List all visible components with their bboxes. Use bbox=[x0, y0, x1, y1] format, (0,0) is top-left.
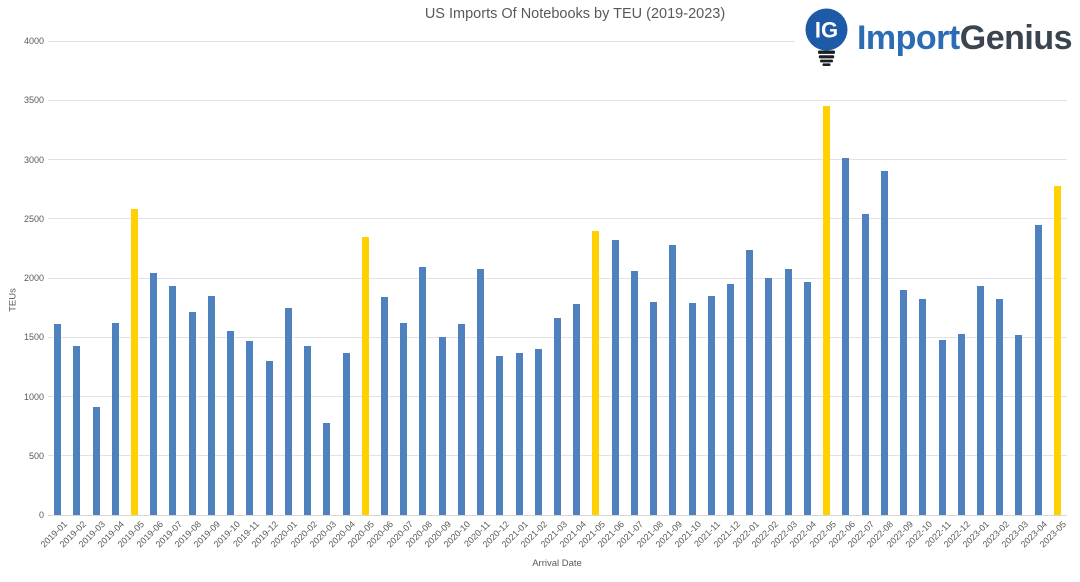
bar-2019-10 bbox=[227, 331, 235, 515]
lightbulb-ig-icon: IG bbox=[805, 8, 848, 66]
bar-2019-01 bbox=[54, 324, 62, 515]
bar-2020-04 bbox=[342, 352, 350, 515]
bar-2021-04 bbox=[573, 304, 581, 515]
brand-wordmark: ImportGenius bbox=[856, 19, 1073, 57]
bar-2021-01 bbox=[515, 352, 523, 515]
bar-2022-03 bbox=[784, 268, 792, 515]
y-tick-label-0: 0 bbox=[38, 510, 44, 520]
bar-2020-10 bbox=[457, 324, 465, 515]
y-tick-label-4000: 4000 bbox=[23, 36, 44, 46]
bar-2019-06 bbox=[150, 273, 158, 515]
bar-2020-03 bbox=[323, 422, 331, 515]
gridline-4000 bbox=[48, 40, 1067, 42]
bar-2022-06 bbox=[842, 158, 850, 515]
bar-2021-07 bbox=[630, 270, 638, 515]
svg-text:IG: IG bbox=[815, 18, 838, 43]
y-axis-title: TEUs bbox=[7, 288, 19, 312]
bar-2021-12 bbox=[727, 283, 735, 515]
bar-2020-07 bbox=[400, 323, 408, 515]
bar-2020-05 bbox=[361, 236, 369, 515]
bar-2019-04 bbox=[111, 323, 119, 515]
bar-2021-09 bbox=[669, 244, 677, 515]
bar-2020-09 bbox=[438, 337, 446, 515]
gridline-3500 bbox=[48, 99, 1067, 101]
y-tick-label-1000: 1000 bbox=[23, 391, 44, 402]
bar-2020-11 bbox=[477, 268, 485, 515]
y-tick-label-1500: 1500 bbox=[23, 332, 44, 343]
bar-2020-02 bbox=[304, 345, 312, 515]
bar-2021-08 bbox=[650, 301, 658, 515]
bar-2019-05 bbox=[131, 209, 139, 515]
bar-2020-12 bbox=[496, 356, 504, 515]
gridline-3000 bbox=[48, 159, 1067, 160]
bar-2021-05 bbox=[592, 230, 600, 515]
bar-2019-12 bbox=[265, 360, 273, 515]
bar-2020-01 bbox=[284, 307, 292, 515]
y-tick-label-2000: 2000 bbox=[23, 273, 44, 283]
bar-2022-11 bbox=[938, 339, 946, 515]
bar-2021-11 bbox=[707, 295, 715, 515]
bar-2022-02 bbox=[765, 278, 773, 515]
bar-2022-12 bbox=[957, 333, 965, 515]
bar-2023-01 bbox=[976, 286, 984, 515]
bar-2022-05 bbox=[823, 106, 831, 515]
bar-2022-07 bbox=[861, 214, 869, 515]
bar-2022-01 bbox=[746, 249, 754, 515]
bar-2021-03 bbox=[554, 318, 561, 515]
brand-import: Import bbox=[856, 19, 960, 57]
y-tick-label-2500: 2500 bbox=[23, 213, 44, 224]
y-tick-label-3500: 3500 bbox=[23, 95, 44, 106]
bar-2021-06 bbox=[611, 240, 619, 515]
bar-2023-05 bbox=[1053, 185, 1061, 515]
gridline-0 bbox=[48, 514, 1067, 516]
gridline-2500 bbox=[48, 218, 1067, 220]
importgenius-logo: IG ImportGenius bbox=[794, 6, 1076, 72]
bar-2023-03 bbox=[1015, 334, 1023, 515]
bar-2019-07 bbox=[169, 286, 177, 515]
bar-2020-06 bbox=[380, 296, 388, 515]
x-axis-title: Arrival Date bbox=[532, 558, 582, 569]
brand-genius: Genius bbox=[959, 19, 1073, 57]
bar-2022-08 bbox=[880, 171, 888, 515]
bar-2019-03 bbox=[92, 407, 100, 515]
gridline-2000 bbox=[48, 277, 1067, 279]
bar-2021-10 bbox=[688, 302, 696, 515]
plot-area bbox=[48, 40, 1067, 516]
y-tick-label-3000: 3000 bbox=[23, 154, 44, 165]
bar-2022-10 bbox=[919, 299, 927, 515]
bar-2020-08 bbox=[419, 267, 427, 515]
chart-title: US Imports Of Notebooks by TEU (2019-202… bbox=[424, 6, 726, 22]
bar-2019-02 bbox=[73, 345, 81, 515]
bar-2023-04 bbox=[1034, 224, 1042, 515]
y-tick-label-500: 500 bbox=[28, 450, 44, 461]
bar-2022-04 bbox=[803, 281, 811, 515]
bar-2019-08 bbox=[188, 312, 196, 515]
bar-2022-09 bbox=[900, 289, 908, 515]
bar-2019-09 bbox=[207, 295, 215, 515]
bar-2019-11 bbox=[246, 340, 254, 515]
bar-2023-02 bbox=[996, 299, 1004, 515]
bar-2021-02 bbox=[534, 349, 542, 515]
